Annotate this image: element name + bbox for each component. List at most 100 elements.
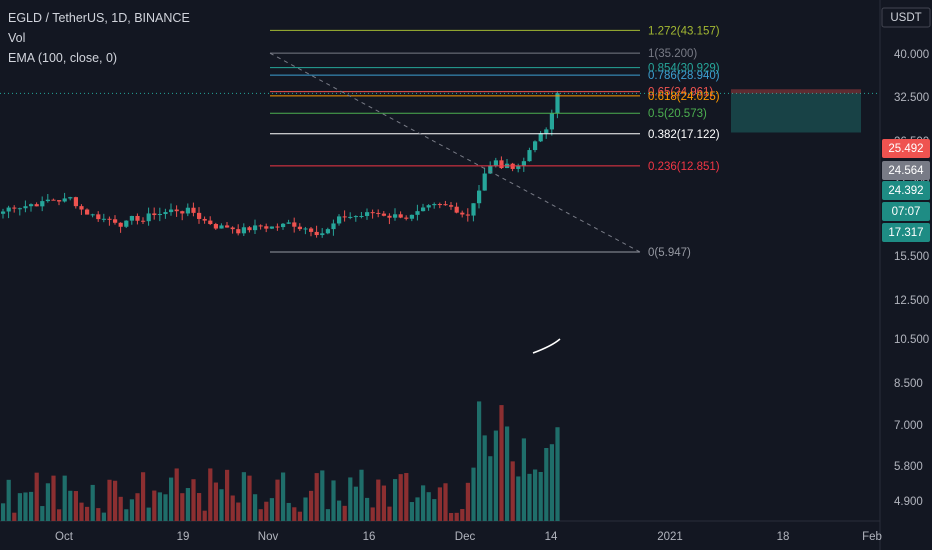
candle-body — [90, 214, 95, 216]
candle-body — [57, 200, 62, 202]
volume-bar — [45, 483, 50, 521]
candle-body — [331, 223, 336, 230]
candle-body — [432, 204, 437, 206]
candle-body — [320, 233, 325, 236]
volume-bar — [437, 487, 442, 521]
volume-bar — [57, 509, 62, 521]
volume-bar — [85, 506, 90, 521]
volume-bar — [488, 456, 493, 521]
volume-bar — [275, 479, 280, 521]
candle-body — [381, 213, 386, 216]
volume-bar — [79, 502, 84, 521]
fib-level-label: 0.236(12.851) — [648, 161, 720, 173]
fib-level-label: 0.382(17.122) — [648, 129, 720, 141]
candle-body — [180, 211, 185, 214]
y-tick-label: 15.500 — [894, 251, 929, 263]
candle-body — [393, 214, 398, 218]
volume-bar — [353, 486, 358, 521]
candle-body — [258, 225, 263, 227]
volume-bar — [342, 505, 347, 521]
price-tag-text: 24.564 — [888, 165, 924, 177]
volume-bar — [381, 485, 386, 521]
volume-bar — [325, 509, 330, 521]
candle-body — [309, 228, 314, 232]
candle-body — [29, 204, 34, 207]
volume-bar — [129, 499, 134, 521]
candle-body — [387, 215, 392, 218]
volume-bar — [527, 473, 532, 521]
x-tick-label: 19 — [177, 531, 190, 543]
volume-bar — [538, 471, 543, 521]
volume-bar — [29, 491, 34, 521]
candle-body — [426, 205, 431, 208]
candle-body — [96, 214, 101, 220]
candle-body — [275, 226, 280, 228]
candle-body — [124, 220, 129, 227]
x-tick-label: Nov — [258, 531, 279, 543]
volume-bar — [477, 401, 482, 521]
volume-bar — [443, 483, 448, 521]
candle-body — [1, 211, 6, 214]
volume-bar — [365, 497, 370, 521]
candle-body — [370, 212, 375, 214]
volume-bar — [23, 492, 28, 521]
volume-bar — [1, 503, 6, 521]
candle-body — [303, 228, 308, 230]
chart-legend: EGLD / TetherUS, 1D, BINANCE Vol EMA (10… — [8, 8, 190, 68]
volume-bar — [331, 480, 336, 521]
candle-body — [236, 229, 241, 234]
volume-bar — [118, 496, 123, 521]
symbol-title[interactable]: EGLD / TetherUS, 1D, BINANCE — [8, 11, 190, 25]
y-tick-label: 8.500 — [894, 378, 923, 390]
volume-bar — [163, 494, 168, 521]
volume-bar — [253, 494, 258, 521]
candle-body — [533, 141, 538, 151]
volume-bar — [303, 497, 308, 521]
volume-bar — [376, 479, 381, 521]
volume-bar — [62, 475, 67, 521]
y-tick-label: 5.800 — [894, 461, 923, 473]
candle-body — [185, 207, 190, 214]
candle-body — [376, 212, 381, 214]
x-tick-label: 16 — [363, 531, 376, 543]
price-tag-text: 25.492 — [888, 143, 923, 155]
volume-bar — [6, 479, 11, 521]
candle-body — [314, 231, 319, 236]
position-target-zone — [731, 93, 861, 133]
volume-bar — [185, 488, 190, 521]
candle-body — [449, 205, 454, 207]
y-tick-label: 32.500 — [894, 92, 929, 104]
position-stop-zone — [731, 89, 861, 94]
volume-bar — [432, 499, 437, 521]
candle-body — [241, 227, 246, 234]
volume-bar — [124, 509, 129, 521]
candle-body — [353, 216, 358, 218]
fib-level-label: 0.65(24.961) — [648, 87, 713, 99]
y-tick-label: 40.000 — [894, 49, 929, 61]
price-tag-text: 17.317 — [888, 227, 923, 239]
ema-indicator-label[interactable]: EMA (100, close, 0) — [8, 51, 118, 65]
candle-body — [471, 203, 476, 216]
fib-level-label: 0.854(30.929) — [648, 63, 720, 75]
fib-level-label: 0(5.947) — [648, 247, 691, 259]
candle-body — [163, 212, 168, 215]
volume-indicator-label[interactable]: Vol — [8, 31, 26, 45]
candle-body — [157, 214, 162, 216]
volume-bar — [465, 482, 470, 521]
candle-body — [409, 214, 414, 219]
fib-level-label: 1(35.200) — [648, 48, 697, 60]
volume-bar — [236, 502, 241, 521]
volume-bar — [241, 472, 246, 521]
volume-bar — [197, 493, 202, 521]
y-tick-label: 10.500 — [894, 334, 929, 346]
candle-body — [421, 207, 426, 212]
candle-body — [73, 197, 78, 207]
volume-bar — [454, 512, 459, 521]
price-tag — [882, 139, 930, 158]
candle-body — [23, 206, 28, 209]
candle-body — [40, 201, 45, 207]
candle-body — [141, 220, 146, 222]
candle-body — [359, 215, 364, 217]
x-tick-label: Dec — [455, 531, 476, 543]
